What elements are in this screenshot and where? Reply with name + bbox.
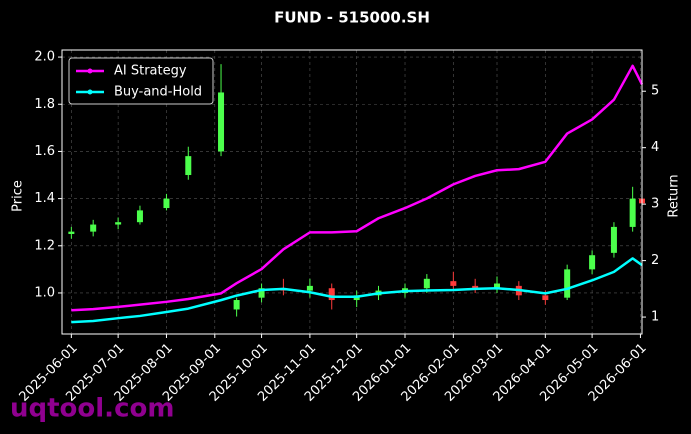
y-tick-label: 1.8 <box>34 97 55 112</box>
chart-title: FUND - 515000.SH <box>274 9 430 27</box>
candle-body <box>90 224 97 232</box>
candle-body <box>258 288 265 298</box>
y2-tick-label: 1 <box>651 310 659 325</box>
legend-label: AI Strategy <box>114 64 187 79</box>
legend-marker <box>87 68 93 74</box>
y2-tick-label: 4 <box>651 140 659 155</box>
candle-body <box>472 285 479 289</box>
candle-body <box>115 222 122 225</box>
y2-tick-label: 3 <box>651 197 659 212</box>
legend-marker <box>87 89 93 95</box>
y2-axis-label: Return <box>667 174 682 217</box>
candle-body <box>306 285 313 291</box>
candle-body <box>629 198 636 227</box>
legend-box <box>68 57 214 105</box>
y-tick-label: 1.6 <box>34 144 55 159</box>
y-tick-label: 1.2 <box>34 238 55 253</box>
y2-tick-label: 2 <box>651 253 659 268</box>
y2-tick-label: 5 <box>651 84 659 99</box>
candle-body <box>185 156 192 176</box>
candle-body <box>328 288 335 301</box>
candle-body <box>494 283 500 289</box>
y-tick-label: 2.0 <box>34 50 55 65</box>
line-series <box>71 257 643 324</box>
candle-body <box>68 231 75 234</box>
candle-body <box>610 226 617 253</box>
y-tick-label: 1.4 <box>34 191 55 206</box>
candle-body <box>218 92 225 152</box>
candle-body <box>589 255 596 270</box>
legend: AI Strategy Buy-and-Hold <box>68 57 214 105</box>
y-tick-label: 1.0 <box>34 285 55 300</box>
plot-frame <box>61 49 643 335</box>
candle-body <box>423 278 430 289</box>
line-series <box>71 64 644 312</box>
y-axis-label: Price <box>11 180 26 212</box>
legend-label: Buy-and-Hold <box>114 85 202 100</box>
candle-body <box>136 210 143 223</box>
watermark: uqtool.com <box>10 394 174 424</box>
candle-body <box>163 198 170 209</box>
candle-body <box>564 269 571 298</box>
candle-body <box>233 300 240 310</box>
candle-body <box>450 281 457 286</box>
candle-body <box>542 295 549 301</box>
